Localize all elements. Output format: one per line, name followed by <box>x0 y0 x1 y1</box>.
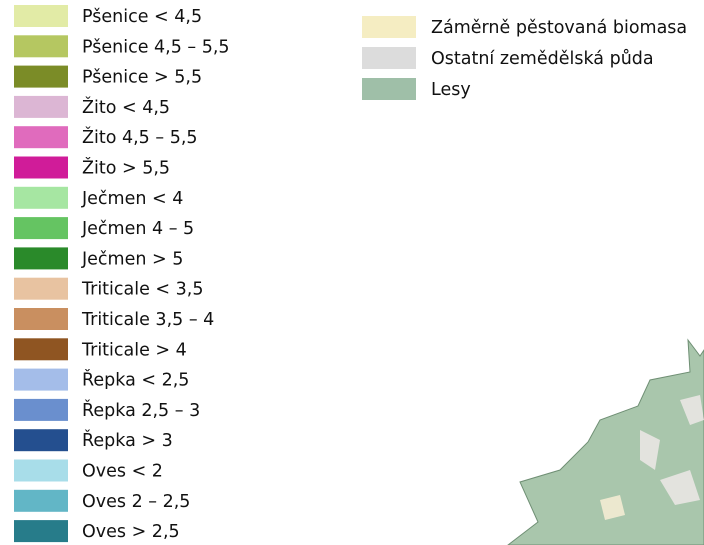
legend-label: Pšenice < 4,5 <box>82 7 202 27</box>
legend-swatch <box>14 369 68 391</box>
legend-label: Ječmen < 4 <box>81 189 183 209</box>
legend-swatch <box>14 490 68 512</box>
legend-label: Ostatní zemědělská půda <box>431 49 654 69</box>
legend-swatch <box>14 520 68 542</box>
legend-label: Pšenice 4,5 – 5,5 <box>82 37 230 57</box>
legend-swatch <box>14 157 68 179</box>
legend-label: Záměrně pěstovaná biomasa <box>431 18 687 38</box>
legend-label: Žito 4,5 – 5,5 <box>82 126 198 148</box>
legend-label: Řepka > 3 <box>82 429 173 451</box>
legend-swatch <box>362 47 416 69</box>
legend-swatch <box>14 96 68 118</box>
legend-label: Pšenice > 5,5 <box>82 68 202 88</box>
legend-label: Triticale 3,5 – 4 <box>81 310 214 330</box>
legend-swatch <box>14 5 68 27</box>
legend-swatch <box>14 187 68 209</box>
legend-label: Oves > 2,5 <box>82 522 180 542</box>
legend-label: Ječmen > 5 <box>81 249 183 269</box>
legend-label: Řepka < 2,5 <box>82 369 189 391</box>
legend-swatch <box>14 247 68 269</box>
legend-label: Oves 2 – 2,5 <box>82 492 190 512</box>
legend-swatch <box>362 78 416 100</box>
legend-label: Triticale > 4 <box>81 340 187 360</box>
legend-swatch <box>14 66 68 88</box>
legend-swatch <box>14 399 68 421</box>
legend-label: Oves < 2 <box>82 462 163 482</box>
legend-swatch <box>14 217 68 239</box>
map-legend: Pšenice < 4,5 Pšenice 4,5 – 5,5 Pšenice > … <box>0 0 704 545</box>
legend-swatch <box>14 338 68 360</box>
legend-swatch <box>362 16 416 38</box>
legend-swatch <box>14 308 68 330</box>
legend-swatch <box>14 126 68 148</box>
legend-label: Žito < 4,5 <box>82 96 170 118</box>
legend-swatch <box>14 35 68 57</box>
legend-swatch <box>14 278 68 300</box>
legend-label: Žito > 5,5 <box>82 157 170 179</box>
legend-label: Ječmen 4 – 5 <box>81 219 194 239</box>
legend-label: Lesy <box>431 80 471 100</box>
legend-label: Triticale < 3,5 <box>81 280 204 300</box>
legend-swatch <box>14 429 68 451</box>
map-area <box>508 340 704 545</box>
legend-swatch <box>14 460 68 482</box>
legend-label: Řepka 2,5 – 3 <box>82 399 200 421</box>
